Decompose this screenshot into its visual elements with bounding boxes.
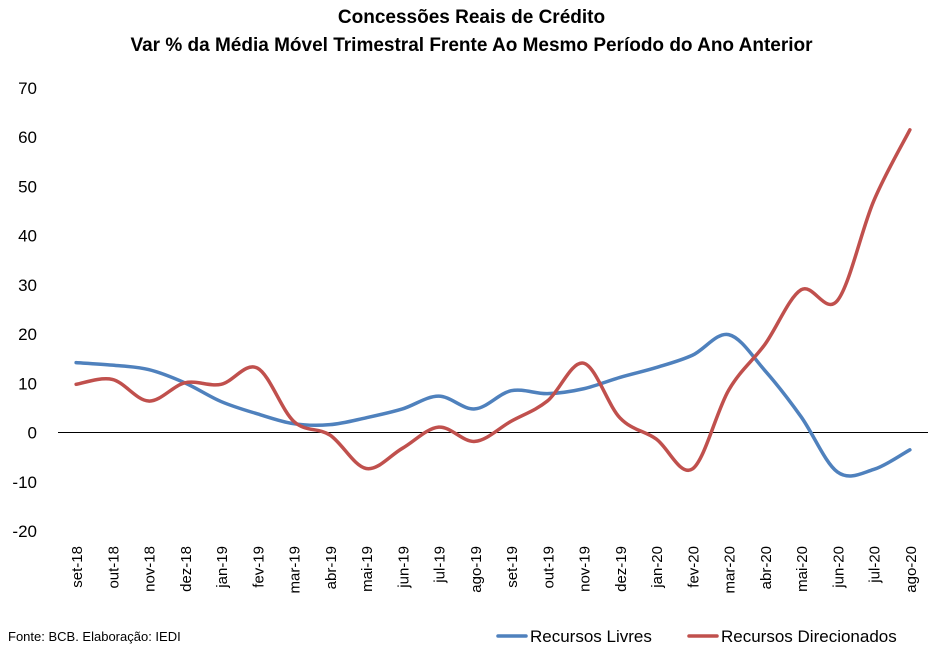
- x-tick-label: set-18: [69, 546, 86, 588]
- y-tick-label: 0: [28, 424, 37, 443]
- x-tick-label: jun-20: [830, 546, 847, 589]
- series-line-recursos-livres: [74, 332, 912, 478]
- y-tick-label: 60: [18, 128, 37, 147]
- legend-label-recursos-livres: Recursos Livres: [530, 627, 652, 646]
- x-tick-label: mai-20: [794, 546, 811, 592]
- x-axis: set-18 out-18 nov-18 dez-18 jan-19 fev-19 mar-…: [69, 546, 920, 594]
- y-tick-label: 20: [18, 325, 37, 344]
- x-tick-label: jan-19: [214, 546, 231, 589]
- x-tick-label: abr-20: [758, 546, 775, 589]
- x-tick-label: out-18: [105, 546, 122, 589]
- y-tick-label: -10: [12, 473, 37, 492]
- x-tick-label: out-19: [540, 546, 557, 589]
- x-tick-label: fev-19: [250, 546, 267, 588]
- x-tick-label: dez-18: [178, 546, 195, 592]
- x-tick-label: ago-19: [468, 546, 485, 593]
- x-tick-label: jan-20: [649, 546, 666, 589]
- y-tick-label: 10: [18, 374, 37, 393]
- x-tick-label: fev-20: [685, 546, 702, 588]
- x-tick-label: jul-19: [432, 546, 449, 584]
- chart-subtitle: Var % da Média Móvel Trimestral Frente A…: [130, 35, 813, 56]
- chart-title: Concessões Reais de Crédito: [337, 7, 606, 28]
- source-note: Fonte: BCB. Elaboração: IEDI: [8, 629, 181, 644]
- y-tick-label: 40: [18, 227, 37, 246]
- x-tick-label: jul-20: [867, 546, 884, 584]
- x-tick-label: nov-19: [577, 546, 594, 592]
- x-tick-label: mai-19: [359, 546, 376, 592]
- x-tick-label: set-19: [504, 546, 521, 588]
- x-tick-label: dez-19: [613, 546, 630, 592]
- y-tick-label: 70: [18, 79, 37, 98]
- series-line-recursos-direcionados: [74, 128, 912, 473]
- x-tick-label: ago-20: [903, 546, 920, 593]
- y-axis: 70 60 50 40 30 20 10 0 -10 -20: [12, 79, 37, 541]
- x-tick-label: jun-19: [395, 546, 412, 589]
- legend: Recursos Livres Recursos Direcionados: [496, 627, 897, 646]
- y-tick-label: -20: [12, 522, 37, 541]
- legend-label-recursos-direcionados: Recursos Direcionados: [721, 627, 897, 646]
- x-tick-label: abr-19: [323, 546, 340, 589]
- x-tick-label: nov-18: [142, 546, 159, 592]
- x-tick-label: mar-20: [722, 546, 739, 594]
- y-tick-label: 30: [18, 276, 37, 295]
- y-tick-label: 50: [18, 177, 37, 196]
- x-tick-label: mar-19: [287, 546, 304, 594]
- series-layer: [74, 128, 912, 478]
